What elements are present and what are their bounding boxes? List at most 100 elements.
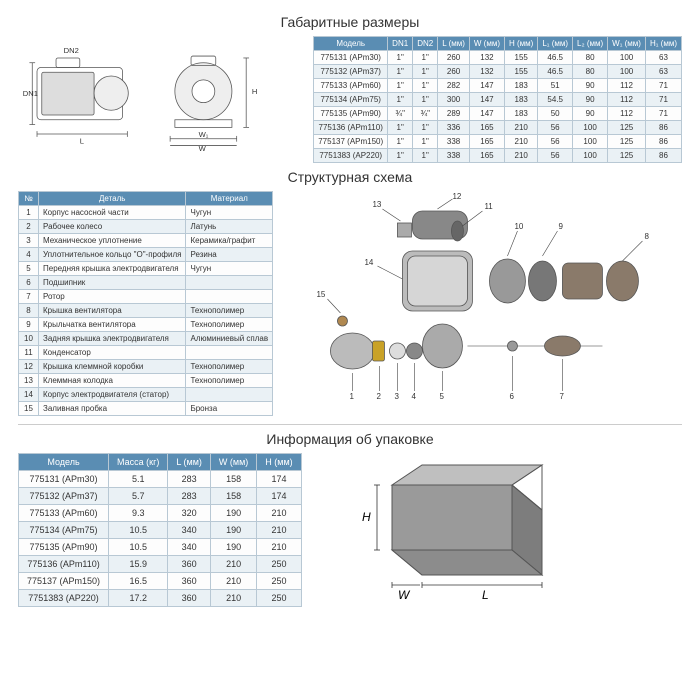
table-cell: 63: [645, 51, 681, 65]
section-divider: [18, 424, 682, 425]
table-cell: 1": [413, 149, 438, 163]
table-cell: 289: [438, 107, 470, 121]
table-cell: 80: [573, 51, 608, 65]
table-cell: ¾": [388, 107, 413, 121]
table-row: 1Корпус насосной частиЧугун: [19, 206, 273, 220]
table-cell: [186, 290, 273, 304]
table-cell: 7751383 (AP220): [19, 590, 109, 607]
table-cell: 86: [645, 135, 681, 149]
table-cell: 3: [19, 234, 39, 248]
table-cell: 775135 (APm90): [19, 539, 109, 556]
table-cell: 7: [19, 290, 39, 304]
table-cell: 775134 (APm75): [19, 522, 109, 539]
table-cell: 90: [573, 93, 608, 107]
table-row: 14Корпус электродвигателя (статор): [19, 388, 273, 402]
table-row: 8Крышка вентилятораТехнополимер: [19, 304, 273, 318]
table-row: 7751383 (AP220)1"1"3381652105610012586: [314, 149, 682, 163]
table-cell: 260: [438, 51, 470, 65]
table-cell: 15.9: [109, 556, 168, 573]
table-cell: 90: [573, 107, 608, 121]
table-row: 15Заливная пробкаБронза: [19, 402, 273, 416]
table-cell: 56: [538, 135, 573, 149]
table-cell: 300: [438, 93, 470, 107]
table-cell: Конденсатор: [39, 346, 186, 360]
label-L: L: [80, 137, 84, 146]
table-cell: 16.5: [109, 573, 168, 590]
table-cell: 125: [608, 121, 646, 135]
table-cell: Передняя крышка электродвигателя: [39, 262, 186, 276]
table-cell: 1": [413, 65, 438, 79]
table-cell: ¾": [413, 107, 438, 121]
table-cell: 210: [210, 573, 256, 590]
table-cell: 13: [19, 374, 39, 388]
table-cell: 1": [388, 51, 413, 65]
table-cell: 360: [168, 590, 211, 607]
table-cell: 210: [505, 135, 538, 149]
table-cell: 1": [413, 79, 438, 93]
table-cell: 15: [19, 402, 39, 416]
box-label-H: H: [362, 510, 371, 524]
table-cell: Крыльчатка вентилятора: [39, 318, 186, 332]
packaging-header-row: МодельМасса (кг)L (мм)W (мм)H (мм): [19, 454, 302, 471]
table-cell: 183: [505, 79, 538, 93]
dimensions-row: DN1 DN2 L H W W₁ МодельDN1DN2L (мм)W (мм…: [18, 36, 682, 163]
col-header: W₁ (мм): [608, 37, 646, 51]
col-header: Деталь: [39, 192, 186, 206]
table-cell: Чугун: [186, 262, 273, 276]
label-dn2: DN2: [64, 46, 79, 55]
table-cell: 1": [413, 93, 438, 107]
callout-7: 7: [560, 392, 565, 401]
table-cell: 282: [438, 79, 470, 93]
table-cell: 283: [168, 471, 211, 488]
table-row: 10Задняя крышка электродвигателяАлюминие…: [19, 332, 273, 346]
table-cell: 250: [257, 556, 301, 573]
table-cell: 9.3: [109, 505, 168, 522]
table-row: 775136 (APm110)1"1"3361652105610012586: [314, 121, 682, 135]
table-cell: 147: [469, 107, 504, 121]
label-W1: W₁: [199, 130, 209, 139]
col-header: Модель: [19, 454, 109, 471]
box-label-W: W: [398, 588, 411, 602]
table-row: 775137 (APm150)16.5360210250: [19, 573, 302, 590]
table-cell: 8: [19, 304, 39, 318]
table-cell: 100: [573, 121, 608, 135]
col-header: DN1: [388, 37, 413, 51]
table-cell: 112: [608, 79, 646, 93]
table-cell: 2: [19, 220, 39, 234]
table-cell: Технополимер: [186, 318, 273, 332]
table-row: 7Ротор: [19, 290, 273, 304]
label-dn1: DN1: [23, 89, 38, 98]
table-cell: 46.5: [538, 51, 573, 65]
table-row: 775133 (APm60)9.3320190210: [19, 505, 302, 522]
table-cell: 174: [257, 471, 301, 488]
table-cell: 100: [573, 135, 608, 149]
table-row: 775133 (APm60)1"1"282147183519011271: [314, 79, 682, 93]
table-cell: 165: [469, 121, 504, 135]
table-cell: Подшипник: [39, 276, 186, 290]
table-cell: 112: [608, 107, 646, 121]
table-cell: 125: [608, 149, 646, 163]
table-cell: 86: [645, 121, 681, 135]
table-row: 4Уплотнительное кольцо "O"-профиляРезина: [19, 248, 273, 262]
table-cell: 1": [388, 79, 413, 93]
table-cell: 56: [538, 149, 573, 163]
table-cell: 51: [538, 79, 573, 93]
table-row: 775131 (APm30)1"1"26013215546.58010063: [314, 51, 682, 65]
table-row: 9Крыльчатка вентилятораТехнополимер: [19, 318, 273, 332]
table-cell: 155: [505, 51, 538, 65]
callout-9: 9: [559, 222, 564, 231]
table-cell: 775133 (APm60): [314, 79, 388, 93]
table-row: 775135 (APm90)10.5340190210: [19, 539, 302, 556]
table-cell: Механическое уплотнение: [39, 234, 186, 248]
table-row: 11Конденсатор: [19, 346, 273, 360]
callout-14: 14: [365, 258, 374, 267]
table-cell: Технополимер: [186, 304, 273, 318]
table-cell: 100: [608, 51, 646, 65]
col-header: №: [19, 192, 39, 206]
table-cell: Крышка вентилятора: [39, 304, 186, 318]
callout-12: 12: [453, 192, 462, 201]
table-cell: 320: [168, 505, 211, 522]
table-cell: 6: [19, 276, 39, 290]
table-cell: 11: [19, 346, 39, 360]
table-cell: 10.5: [109, 539, 168, 556]
